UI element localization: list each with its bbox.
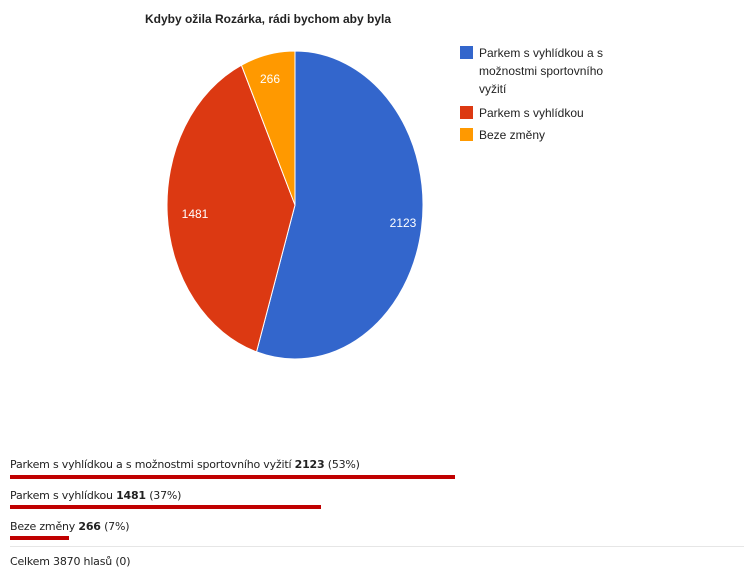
pie-slice-3 (240, 50, 296, 206)
result-bar-1 (10, 475, 455, 479)
pie-slice-2 (166, 64, 296, 353)
legend-swatch-2 (460, 106, 473, 119)
legend-label-1: možnostmi sportovního (479, 64, 603, 78)
result-percent: (53%) (327, 458, 360, 471)
result-row-2: Parkem s vyhlídkou 1481 (37%) (10, 489, 181, 502)
result-label: Beze změny (10, 520, 76, 533)
result-percent: (37%) (149, 489, 182, 502)
pie-chart: Kdyby ožila Rozárka, rádi bychom aby byl… (145, 12, 603, 360)
legend-label-2: Parkem s vyhlídkou (479, 106, 584, 120)
pie-slice-labels: 2123 1481 266 (182, 72, 417, 230)
result-count: 2123 (294, 458, 325, 471)
result-row-1: Parkem s vyhlídkou a s možnostmi sportov… (10, 458, 360, 471)
result-row-3: Beze změny 266 (7%) (10, 520, 129, 533)
slice-value-label-3: 266 (260, 72, 280, 86)
divider (10, 546, 744, 547)
result-bar-3 (10, 536, 69, 540)
legend-label-1: Parkem s vyhlídkou a s (479, 46, 603, 60)
legend: Parkem s vyhlídkou a s možnostmi sportovn… (460, 46, 603, 142)
result-count: 266 (78, 520, 101, 533)
result-count: 1481 (116, 489, 146, 502)
result-percent: (7%) (104, 520, 130, 533)
pie-slice-1 (255, 50, 424, 360)
slice-value-label-1: 2123 (390, 216, 417, 230)
legend-swatch-1 (460, 46, 473, 59)
result-label: Parkem s vyhlídkou a s možnostmi sportov… (10, 458, 292, 471)
total-votes: Celkem 3870 hlasů (0) (10, 555, 131, 568)
chart-title: Kdyby ožila Rozárka, rádi bychom aby byl… (145, 12, 391, 26)
slice-value-label-2: 1481 (182, 207, 209, 221)
pie-slices (166, 50, 424, 360)
legend-label-3: Beze změny (479, 128, 545, 142)
result-label: Parkem s vyhlídkou (10, 489, 113, 502)
legend-swatch-3 (460, 128, 473, 141)
legend-label-1: vyžití (479, 82, 507, 96)
result-bar-2 (10, 505, 321, 509)
